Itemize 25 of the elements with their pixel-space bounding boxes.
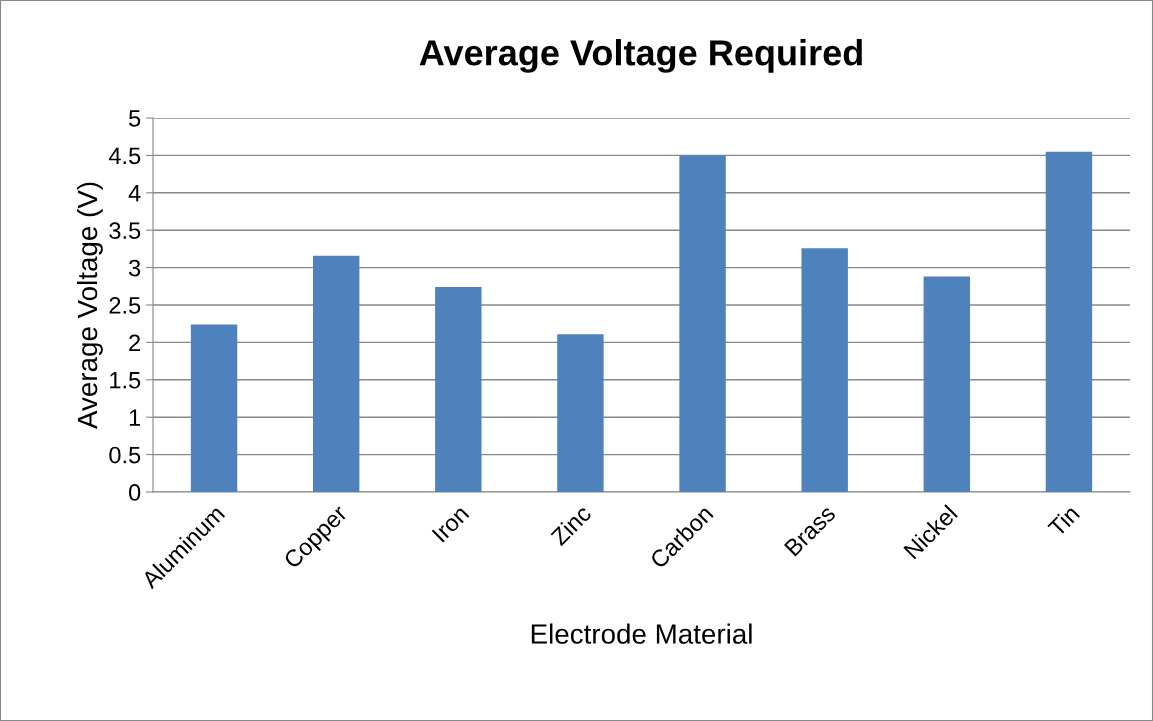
y-tick-label: 4 [128, 185, 141, 202]
bar [190, 324, 238, 492]
bar [557, 334, 604, 492]
y-tick-label: 0 [128, 484, 141, 501]
y-tick-label: 0.5 [109, 446, 141, 464]
bar [801, 248, 848, 492]
chart-title: Average Voltage Required [419, 39, 862, 73]
y-tick-label: 5 [129, 110, 141, 127]
y-tick-label: 3 [128, 259, 141, 277]
y-tick-label: 1 [129, 409, 141, 426]
bar [312, 255, 360, 492]
x-tick-label: Zinc [549, 503, 593, 547]
x-axis-title: Electrode Material [531, 623, 752, 644]
bar [923, 276, 971, 492]
bar [1045, 151, 1093, 492]
x-tick-label: Tin [1046, 504, 1080, 538]
y-tick-label: 2.5 [109, 297, 141, 314]
y-tick-label: 3.5 [109, 222, 141, 239]
y-tick-label: 1.5 [110, 372, 141, 389]
x-tick-label: Iron [431, 504, 470, 543]
y-axis-title: Average Voltage (V) [76, 182, 103, 429]
bar [435, 287, 482, 492]
y-tick-label: 2 [129, 334, 141, 351]
y-tick-label: 4.5 [108, 147, 141, 165]
bar [679, 155, 726, 492]
